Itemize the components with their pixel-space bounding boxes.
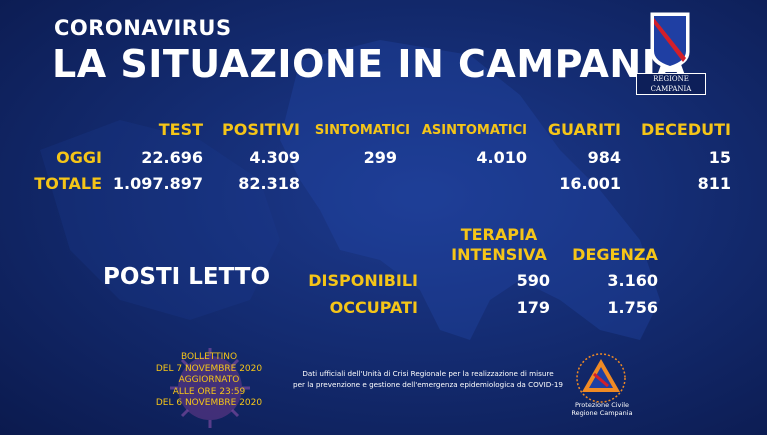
oggi-positivi: 4.309: [249, 148, 300, 167]
oggi-guariti: 984: [587, 148, 621, 167]
protezione-civile-logo-icon: [576, 353, 626, 403]
oggi-asintomatici: 4.010: [476, 148, 527, 167]
beds-label-occupati: OCCUPATI: [329, 298, 418, 317]
bulletin-line1: BOLLETTINO: [180, 352, 238, 362]
totale-deceduti: 811: [697, 174, 731, 193]
header-deceduti: DECEDUTI: [640, 120, 731, 139]
bulletin-info: BOLLETTINO DEL 7 NOVEMBRE 2020 AGGIORNAT…: [148, 352, 270, 410]
totale-positivi: 82.318: [238, 174, 300, 193]
row-label-oggi: OGGI: [56, 148, 102, 167]
bulletin-line2: DEL 7 NOVEMBRE 2020: [155, 363, 263, 374]
source-note-line1: Dati ufficiali dell'Unità di Crisi Regio…: [302, 369, 554, 378]
disponibili-degenza: 3.160: [607, 271, 658, 290]
oggi-test: 22.696: [141, 148, 203, 167]
header-asintomatici: ASINTOMATICI: [421, 123, 527, 138]
source-note-line2: per la prevenzione e gestione dell'emerg…: [293, 380, 563, 389]
regione-campania-shield-icon: [650, 12, 690, 70]
beds-header-ti-line2: INTENSIVA: [451, 245, 547, 264]
header-guariti: GUARITI: [547, 120, 621, 139]
source-note: Dati ufficiali dell'Unità di Crisi Regio…: [283, 368, 573, 390]
header-sintomatici: SINTOMATICI: [314, 123, 410, 138]
regione-campania-logo: REGIONE CAMPANIA: [636, 12, 706, 95]
row-label-totale: TOTALE: [34, 174, 102, 193]
pc-line1: Protezione Civile: [574, 401, 630, 409]
subtitle: CORONAVIRUS: [54, 16, 232, 40]
beds-label-disponibili: DISPONIBILI: [308, 271, 418, 290]
disponibili-ti: 590: [516, 271, 550, 290]
bulletin-line3: AGGIORNATO: [178, 375, 240, 385]
beds-title: POSTI LETTO: [103, 264, 271, 290]
header-test: TEST: [158, 120, 203, 139]
bulletin-line4: ALLE ORE 23:59: [172, 386, 246, 397]
beds-header-ti-line1: TERAPIA: [460, 225, 538, 244]
occupati-ti: 179: [516, 298, 550, 317]
protezione-civile-label: Protezione Civile Regione Campania: [560, 401, 644, 417]
virus-icon: [170, 348, 250, 428]
beds-header-degenza: DEGENZA: [572, 245, 658, 264]
oggi-deceduti: 15: [708, 148, 731, 167]
logo-label: REGIONE CAMPANIA: [636, 73, 706, 95]
totale-guariti: 16.001: [559, 174, 621, 193]
occupati-degenza: 1.756: [607, 298, 658, 317]
totale-test: 1.097.897: [112, 174, 203, 193]
bulletin-line5: DEL 6 NOVEMBRE 2020: [155, 398, 263, 408]
page-title: LA SITUAZIONE IN CAMPANIA: [52, 42, 687, 86]
oggi-sintomatici: 299: [363, 148, 397, 167]
beds-header-terapia-intensiva: TERAPIA INTENSIVA: [445, 225, 553, 265]
pc-line2: Regione Campania: [571, 409, 633, 417]
header-positivi: POSITIVI: [221, 120, 300, 139]
